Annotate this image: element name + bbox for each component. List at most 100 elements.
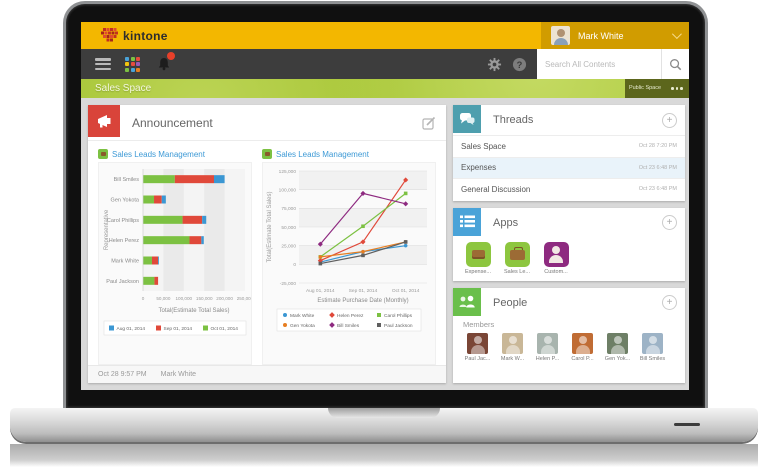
people-panel: People + Members Paul Jac... Mark W... Hel… bbox=[453, 287, 685, 383]
panel-title: Announcement bbox=[132, 115, 213, 130]
svg-text:Sep 01, 2014: Sep 01, 2014 bbox=[164, 326, 193, 332]
svg-text:Aug 01, 2014: Aug 01, 2014 bbox=[117, 326, 146, 332]
people-icon bbox=[453, 287, 481, 316]
svg-text:Gen Yokota: Gen Yokota bbox=[111, 198, 140, 204]
bell-icon bbox=[158, 58, 170, 71]
svg-text:100,000: 100,000 bbox=[279, 187, 297, 193]
svg-text:Carol Phillips: Carol Phillips bbox=[384, 313, 413, 319]
member[interactable]: Bill Smiles bbox=[638, 332, 667, 362]
kintone-logo[interactable]: kintone bbox=[81, 28, 168, 43]
app-link-sales-leads[interactable]: Sales Leads Management bbox=[262, 149, 436, 159]
search-button[interactable] bbox=[661, 49, 689, 79]
svg-text:100,000: 100,000 bbox=[175, 296, 192, 301]
thread-timestamp: Oct 23 6:48 PM bbox=[638, 164, 677, 171]
space-actions: Public Space bbox=[625, 79, 689, 98]
logo-text: kintone bbox=[123, 28, 168, 43]
content-area: Announcement Sales Leads Ma bbox=[81, 98, 689, 390]
avatar bbox=[642, 332, 663, 354]
apps-panel: Apps + Expense... Sales Le... Custom... bbox=[453, 207, 685, 281]
thread-row[interactable]: General Discussion Oct 23 6:48 PM bbox=[453, 178, 685, 200]
help-icon[interactable]: ? bbox=[512, 57, 527, 72]
member[interactable]: Carol P... bbox=[568, 332, 597, 362]
apps-header: Apps + bbox=[453, 207, 685, 238]
avatar bbox=[537, 332, 558, 354]
avatar bbox=[502, 332, 523, 354]
svg-text:Paul Jackson: Paul Jackson bbox=[384, 323, 413, 329]
megaphone-icon bbox=[88, 105, 120, 137]
add-thread-button[interactable]: + bbox=[662, 112, 677, 128]
notifications-button[interactable] bbox=[156, 52, 175, 72]
user-name: Mark White bbox=[578, 30, 624, 41]
search-icon bbox=[670, 58, 682, 70]
add-person-button[interactable]: + bbox=[662, 295, 677, 310]
laptop-base bbox=[10, 408, 758, 442]
gear-icon[interactable] bbox=[487, 57, 502, 72]
thread-row[interactable]: Sales Space Oct 28 7:20 PM bbox=[453, 135, 685, 157]
members-row: Paul Jac... Mark W... Helen P... Carol P...… bbox=[463, 332, 675, 362]
line-chart: -25,000 0 25,000 50,000 75,000 100,000 125,000… bbox=[262, 162, 436, 365]
member[interactable]: Paul Jac... bbox=[463, 332, 492, 362]
svg-text:Helen Perez: Helen Perez bbox=[109, 238, 140, 244]
member-label: Carol P... bbox=[571, 355, 594, 362]
search-input[interactable] bbox=[537, 59, 661, 69]
laptop-slit bbox=[674, 423, 700, 426]
thread-label: Sales Space bbox=[461, 141, 506, 151]
thread-timestamp: Oct 28 7:20 PM bbox=[638, 143, 677, 150]
more-options-icon[interactable] bbox=[665, 87, 689, 90]
svg-text:Total(Estimate Total Sales): Total(Estimate Total Sales) bbox=[267, 192, 273, 263]
svg-text:75,000: 75,000 bbox=[281, 206, 296, 212]
thread-row[interactable]: Expenses Oct 23 6:48 PM bbox=[453, 156, 685, 178]
app-icon-small bbox=[98, 149, 108, 159]
svg-text:125,000: 125,000 bbox=[279, 169, 297, 175]
app-tile[interactable]: Custom... bbox=[541, 241, 571, 275]
announcement-footer: Oct 28 9:57 PM Mark White bbox=[88, 365, 446, 383]
avatar bbox=[572, 332, 593, 354]
app-tile[interactable]: Sales Le... bbox=[502, 241, 532, 275]
svg-text:Bill Smiles: Bill Smiles bbox=[114, 177, 140, 183]
member[interactable]: Mark W... bbox=[498, 332, 527, 362]
app-tile[interactable]: Expense... bbox=[463, 241, 493, 275]
threads-panel: Threads + Sales Space Oct 28 7:20 PM Expen… bbox=[453, 105, 685, 201]
search-box bbox=[537, 49, 689, 79]
member[interactable]: Helen P... bbox=[533, 332, 562, 362]
thread-timestamp: Oct 23 6:48 PM bbox=[638, 186, 677, 193]
sidebar: Threads + Sales Space Oct 28 7:20 PM Expen… bbox=[453, 105, 685, 383]
avatar bbox=[607, 332, 628, 354]
svg-text:Representative: Representative bbox=[104, 209, 110, 250]
threads-icon bbox=[453, 105, 481, 133]
member-label: Helen P... bbox=[535, 355, 560, 362]
svg-text:200,000: 200,000 bbox=[216, 296, 233, 301]
edit-icon[interactable] bbox=[422, 116, 436, 130]
wallet-icon bbox=[465, 241, 491, 267]
thread-label: General Discussion bbox=[461, 184, 531, 194]
nav-right: ? bbox=[487, 49, 689, 79]
svg-text:25,000: 25,000 bbox=[281, 243, 296, 249]
public-space-button[interactable]: Public Space bbox=[628, 84, 662, 91]
member[interactable]: Gen Yok... bbox=[603, 332, 632, 362]
top-bar: kintone Mark White bbox=[81, 22, 689, 49]
avatar bbox=[467, 332, 488, 354]
people-header: People + bbox=[453, 287, 685, 318]
svg-text:Estimate Purchase Date (Monthl: Estimate Purchase Date (Monthly) bbox=[317, 298, 408, 304]
threads-list: Sales Space Oct 28 7:20 PM Expenses Oct 23 … bbox=[453, 135, 685, 200]
add-app-button[interactable]: + bbox=[662, 215, 677, 230]
panel-title: Apps bbox=[493, 216, 519, 229]
announcement-body: Sales Leads Management Bill Smiles Gen Yo… bbox=[88, 141, 446, 365]
footer-timestamp: Oct 28 9:57 PM bbox=[98, 371, 147, 378]
announcement-panel: Announcement Sales Leads Ma bbox=[88, 105, 446, 383]
people-body: Members Paul Jac... Mark W... Helen P... Ca… bbox=[453, 318, 685, 368]
app-link-sales-leads[interactable]: Sales Leads Management bbox=[98, 149, 252, 159]
briefcase-icon bbox=[504, 241, 530, 267]
threads-header: Threads + bbox=[453, 105, 685, 135]
footer-author[interactable]: Mark White bbox=[160, 371, 197, 378]
svg-text:Total(Estimate Total Sales): Total(Estimate Total Sales) bbox=[159, 308, 230, 314]
thread-label: Expenses bbox=[461, 163, 497, 173]
svg-text:Gen Yokota: Gen Yokota bbox=[290, 323, 315, 329]
svg-text:-25,000: -25,000 bbox=[280, 281, 297, 287]
user-menu[interactable]: Mark White bbox=[541, 22, 689, 49]
svg-text:?: ? bbox=[517, 59, 523, 69]
app-grid-icon[interactable] bbox=[125, 56, 140, 72]
hamburger-icon[interactable] bbox=[95, 58, 111, 70]
bar-chart: Bill Smiles Gen Yokota Carol Phillips Helen… bbox=[98, 162, 254, 365]
